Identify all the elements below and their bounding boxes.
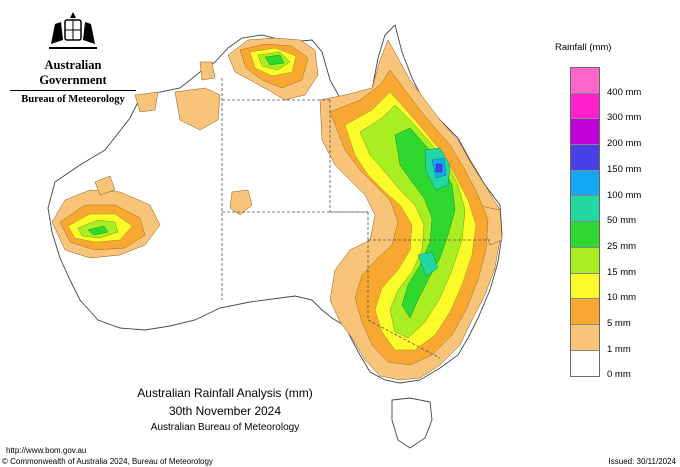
- map-title: Australian Rainfall Analysis (mm): [137, 386, 313, 400]
- legend-label: 1 mm: [607, 343, 631, 355]
- legend-swatch: [571, 170, 599, 197]
- government-name: Australian Government: [10, 58, 136, 91]
- legend-swatch: [571, 324, 599, 351]
- legend-label: 400 mm: [607, 86, 642, 98]
- government-logo-block: Australian Government Bureau of Meteorol…: [8, 10, 138, 105]
- tasmania: [391, 397, 433, 449]
- legend-swatch: [571, 247, 599, 274]
- legend-label: 50 mm: [607, 215, 637, 227]
- legend-swatch: [571, 273, 599, 300]
- legend-label: 0 mm: [607, 369, 631, 381]
- legend-color-bar: [570, 67, 600, 378]
- legend-title: Rainfall (mm): [555, 42, 612, 53]
- bureau-name: Bureau of Meteorology: [21, 94, 125, 105]
- legend-swatch: [571, 196, 599, 223]
- footer-copyright: © Commonwealth of Australia 2024, Bureau…: [2, 457, 213, 466]
- state-borders: [221, 78, 490, 359]
- map-date: 30th November 2024: [168, 404, 282, 418]
- legend-label: 25 mm: [607, 240, 637, 252]
- rainfall-150mm-areas: [435, 163, 443, 173]
- legend-label: 150 mm: [607, 163, 642, 175]
- footer-issued-date: Issued: 30/11/2024: [608, 457, 676, 466]
- legend-swatch: [571, 145, 599, 171]
- legend-swatch: [571, 68, 599, 94]
- legend-swatch: [571, 299, 599, 325]
- legend-label: 10 mm: [607, 292, 637, 304]
- footer-url: http://www.bom.gov.au: [6, 446, 87, 455]
- legend-label: 300 mm: [607, 112, 642, 124]
- legend-label: 100 mm: [607, 189, 642, 201]
- legend-label: 5 mm: [607, 318, 631, 329]
- legend-label: 15 mm: [607, 266, 637, 278]
- coat-of-arms-icon: [49, 12, 97, 49]
- legend-swatch: [571, 350, 599, 377]
- map-source: Australian Bureau of Meteorology: [150, 422, 300, 433]
- legend-swatch: [571, 222, 599, 248]
- legend-swatch: [571, 93, 599, 120]
- legend-label: 200 mm: [607, 138, 642, 150]
- legend-swatch: [571, 119, 599, 146]
